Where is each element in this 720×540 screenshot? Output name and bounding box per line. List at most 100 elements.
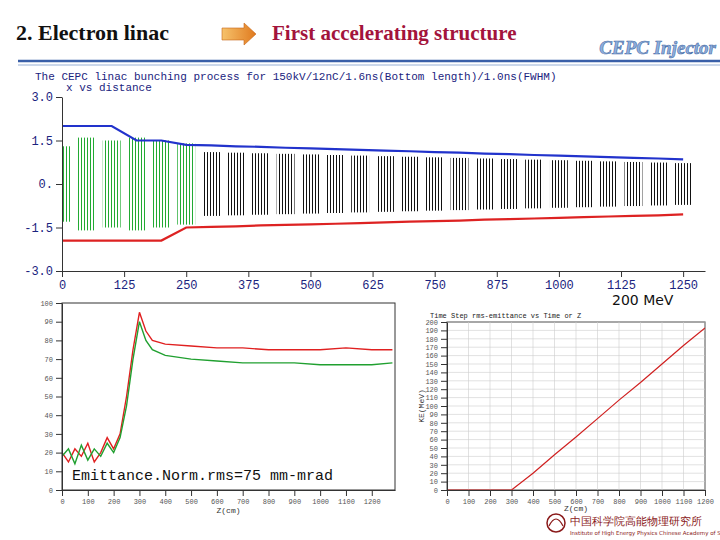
grid-line (468, 322, 469, 490)
y-axis-tick-label: 80 (430, 420, 438, 428)
x-axis-tick: 700 (237, 490, 250, 506)
y-axis-tick-label: 90 (45, 318, 53, 326)
plot-frame (62, 303, 395, 490)
y-axis-tick: 20 (45, 449, 62, 457)
y-axis-tick-label: 20 (45, 449, 53, 457)
x-axis-tick: 250 (176, 271, 198, 293)
y-axis-tick: 80 (430, 420, 447, 428)
bunch-range (451, 158, 469, 210)
bunch-range (401, 157, 419, 212)
x-axis-tick-label: 375 (238, 279, 260, 293)
x-axis-tick-label: 1000 (654, 498, 671, 506)
y-axis-tick-label: 70 (430, 428, 438, 436)
y-axis-tick-mark (441, 398, 447, 399)
grid-line (597, 322, 598, 490)
y-axis: 3.01.50.-1.5-3.0 (24, 91, 62, 279)
x-axis-tick: 400 (159, 490, 172, 506)
y-axis-tick-label: 30 (430, 462, 438, 470)
chart: 01252503755006257508751000112512503.01.5… (24, 71, 705, 293)
y-axis-tick: 20 (430, 470, 447, 478)
y-axis-tick-mark (56, 490, 62, 491)
x-axis: 0100200300400500600700800900100011001200 (60, 490, 395, 506)
y-axis-tick: 40 (430, 453, 447, 461)
y-axis-tick: 100 (425, 403, 447, 411)
x-axis-tick-mark (512, 490, 513, 496)
series-line (62, 126, 683, 159)
y-axis-tick: 70 (45, 356, 62, 364)
x-axis-tick-mark (641, 490, 642, 496)
y-axis-tick-label: 3.0 (31, 91, 53, 105)
x-axis-tick-label: 600 (211, 498, 224, 506)
x-axis-tick-mark (373, 271, 374, 277)
y-axis-tick: -1.5 (24, 222, 62, 236)
bunch-series (202, 152, 692, 216)
y-axis-tick-label: 30 (45, 431, 53, 439)
header-arrow (222, 23, 256, 45)
grid-line (576, 322, 577, 490)
y-axis-tick: 10 (430, 478, 447, 486)
y-axis-tick-mark (441, 339, 447, 340)
y-axis-tick-mark (441, 440, 447, 441)
x-axis-title: Z(cm) (564, 504, 588, 513)
header-rule (18, 60, 720, 63)
y-axis-tick: 180 (425, 336, 447, 344)
bunch-range (78, 138, 96, 231)
y-axis-tick-mark (56, 359, 62, 360)
y-axis-tick-label: 140 (425, 369, 438, 377)
y-axis-tick-label: 70 (45, 356, 53, 364)
y-axis-tick-label: 50 (45, 393, 53, 401)
series-line (447, 328, 705, 490)
x-axis-tick-mark (165, 490, 166, 496)
grid-line (619, 322, 620, 490)
y-axis-tick-label: 120 (425, 386, 438, 394)
x-axis-tick: 1000 (545, 271, 574, 293)
background (0, 0, 720, 540)
x-axis-tick-mark (346, 490, 347, 496)
x-axis-tick: 0 (445, 490, 449, 506)
x-axis-tick-label: 0 (445, 498, 449, 506)
y-axis-tick: 110 (425, 394, 447, 402)
x-axis-tick-mark (619, 490, 620, 496)
x-axis-tick: 1000 (312, 490, 329, 506)
y-axis-tick-label: -1.5 (24, 222, 53, 236)
plot-frame (447, 322, 705, 490)
x-axis-tick-label: 800 (263, 498, 276, 506)
y-axis-tick: 60 (45, 375, 62, 383)
bunch-range (252, 153, 270, 214)
y-axis-tick: 40 (45, 412, 62, 420)
x-axis-tick-label: 1250 (669, 279, 698, 293)
x-axis-tick-label: 400 (159, 498, 172, 506)
x-axis-tick-mark (139, 490, 140, 496)
y-axis-tick-mark (441, 465, 447, 466)
x-axis-tick: 1250 (669, 271, 698, 293)
y-axis-tick: 150 (425, 361, 447, 369)
y-axis-tick-mark (56, 303, 62, 304)
y-axis-tick-mark (56, 322, 62, 323)
x-axis-tick: 300 (134, 490, 147, 506)
x-axis-tick: 100 (82, 490, 95, 506)
y-axis-tick-mark (441, 414, 447, 415)
x-axis-tick-label: 700 (592, 498, 605, 506)
bunch-range (625, 162, 643, 206)
x-axis-line (63, 271, 706, 272)
logo-text: CEPC Injector (599, 37, 716, 58)
y-axis-tick-mark (56, 378, 62, 379)
x-axis-tick-mark (559, 271, 560, 277)
y-axis-tick-mark (56, 271, 62, 272)
x-axis-tick-mark (662, 490, 663, 496)
series-line (62, 214, 683, 240)
y-axis-tick: 140 (425, 369, 447, 377)
bunch-range (525, 160, 543, 209)
series-line (62, 312, 392, 462)
y-axis-tick: 1.5 (31, 135, 62, 149)
y-axis-tick-mark (56, 228, 62, 229)
y-axis-tick-mark (56, 415, 62, 416)
grid-line (533, 322, 534, 490)
x-axis-tick-mark (576, 490, 577, 496)
x-axis-tick: 125 (114, 271, 136, 293)
bunch-range (600, 161, 618, 206)
y-axis-tick: 0 (49, 487, 62, 495)
x-axis-tick-label: 1000 (545, 279, 574, 293)
x-axis-tick-mark (248, 271, 249, 277)
y-axis-tick: 50 (45, 393, 62, 401)
